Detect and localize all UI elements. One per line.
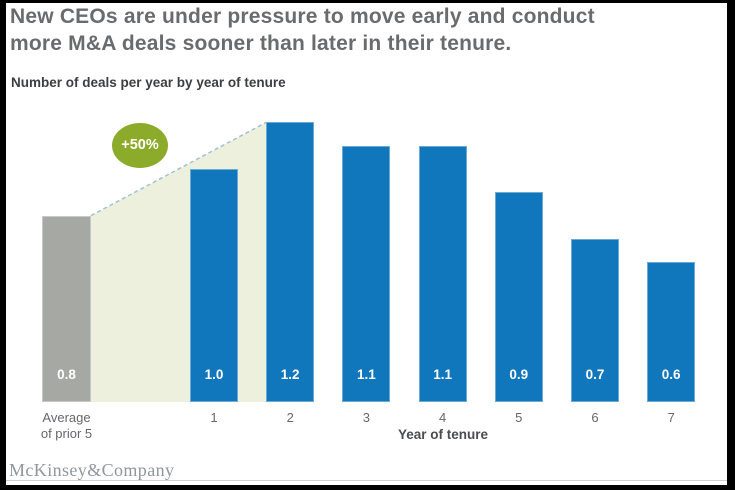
bar-year-1-value-label: 1.0 <box>204 367 224 382</box>
x-tick-year-7: 7 <box>667 410 675 425</box>
bar-year-4: 1.1 <box>418 146 467 402</box>
x-tick-year-4: 4 <box>438 410 447 425</box>
x-tick-year-3: 3 <box>362 410 370 425</box>
bar-chart: +50% Year of tenure 0.8 Average of prior 5… <box>6 3 727 485</box>
bar-year-2-value-label: 1.2 <box>280 367 300 382</box>
growth-band-fill <box>91 122 267 403</box>
mckinsey-logo: McKinsey&Company <box>9 460 175 480</box>
bar-year-5-value-label: 0.9 <box>509 367 529 382</box>
x-tick-year-5: 5 <box>515 410 523 425</box>
bar-year-2: 1.2 <box>266 122 315 402</box>
x-tick-year-1: 1 <box>210 410 218 425</box>
page-title: New CEOs are under pressure to move earl… <box>10 3 595 57</box>
bar-year-6-value-label: 0.7 <box>585 367 605 382</box>
growth-annotation-badge: +50% <box>112 123 168 168</box>
title-line-1: New CEOs are under pressure to move earl… <box>10 5 595 28</box>
x-tick-year-2: 2 <box>286 410 294 425</box>
bar-year-3: 1.1 <box>342 146 391 402</box>
chart-subtitle: Number of deals per year by year of tenu… <box>11 75 286 90</box>
bar-year-1: 1.0 <box>190 169 238 402</box>
bar-year-6: 0.7 <box>571 239 619 402</box>
x-tick-average-prior-5: Average of prior 5 <box>40 410 93 441</box>
bar-year-4-value-label: 1.1 <box>433 367 452 382</box>
bar-average-prior-5: 0.8 <box>42 216 91 402</box>
title-line-2: more M&A deals sooner than later in thei… <box>10 32 512 55</box>
bar-average-prior-5-value-label: 0.8 <box>57 367 76 382</box>
bar-year-7: 0.6 <box>647 262 696 402</box>
bar-year-3-value-label: 1.1 <box>357 367 376 382</box>
footer-divider <box>6 480 727 481</box>
x-axis-label: Year of tenure <box>397 427 489 442</box>
bar-year-7-value-label: 0.6 <box>661 367 681 382</box>
x-tick-year-6: 6 <box>591 410 599 425</box>
bar-year-5: 0.9 <box>494 192 543 402</box>
